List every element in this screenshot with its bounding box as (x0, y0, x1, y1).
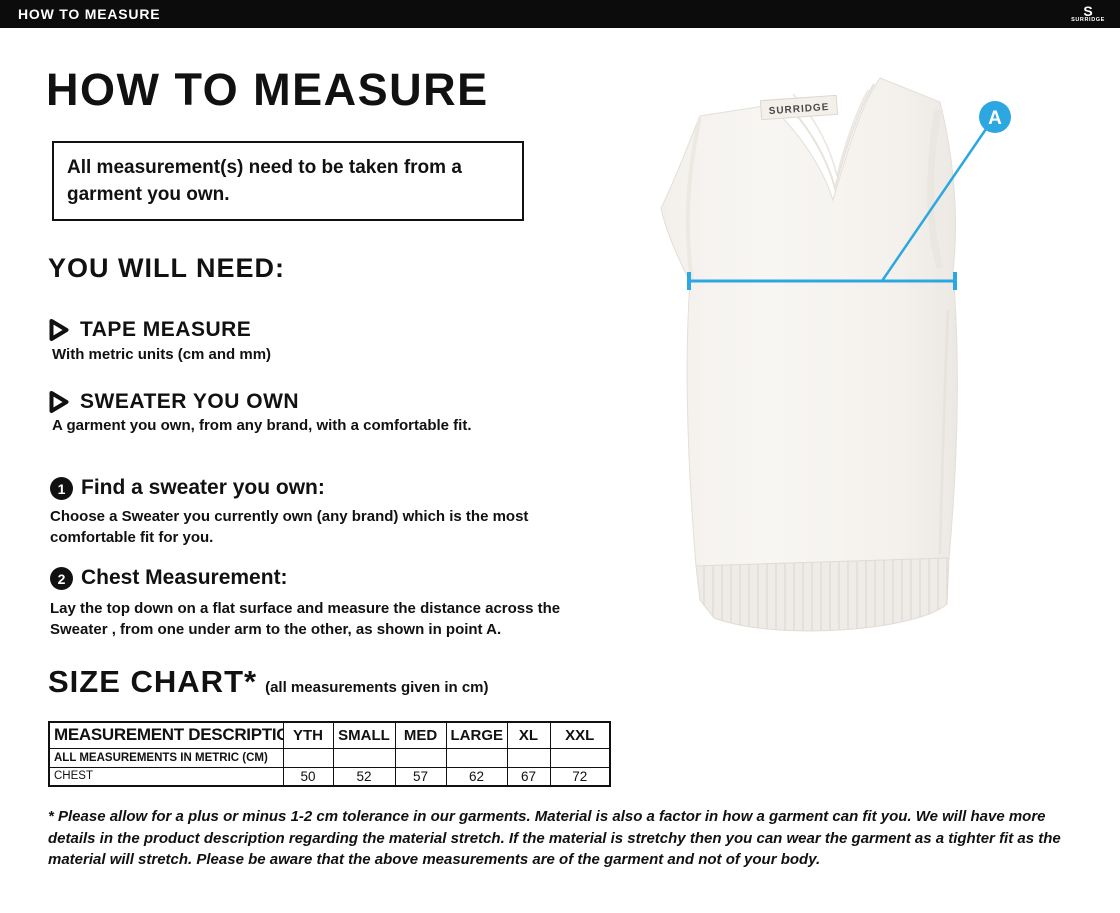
garment-collar (781, 83, 875, 192)
you-will-need-heading: YOU WILL NEED: (48, 253, 286, 283)
step-body: Choose a Sweater you currently own (any … (50, 508, 529, 546)
size-chart-heading: SIZE CHART* (48, 664, 258, 699)
top-bar: HOW TO MEASURE S SURRIDGE (0, 0, 1120, 28)
table-header-cell: MEASUREMENT DESCRIPTION (48, 721, 284, 749)
table-cell (282, 747, 334, 768)
table-header-cell: LARGE (445, 721, 508, 749)
table-cell: 50 (282, 766, 334, 787)
table-cell: 57 (394, 766, 447, 787)
measure-line (687, 128, 988, 290)
table-cell: 52 (332, 766, 396, 787)
need-item-label: TAPE MEASURE (80, 318, 252, 341)
step-body: Lay the top down on a flat surface and m… (50, 600, 561, 638)
size-chart-heading-row: SIZE CHART* (all measurements given in c… (48, 664, 489, 700)
table-cell: 62 (445, 766, 508, 787)
collar-label: SURRIDGE (759, 94, 839, 121)
surridge-s-icon: S (1083, 2, 1093, 19)
step-title: Find a sweater you own: (81, 476, 325, 499)
garment-armhole (927, 109, 944, 269)
table-header-cell: MED (394, 721, 447, 749)
table-header-cell: SMALL (332, 721, 396, 749)
table-cell (549, 747, 611, 768)
top-bar-title: HOW TO MEASURE (18, 6, 161, 22)
table-cell: 72 (549, 766, 611, 787)
need-item-caption: A garment you own, from any brand, with … (52, 417, 472, 434)
garment-hem (695, 557, 950, 632)
step-number-badge: 2 (50, 567, 73, 590)
triangle-bullet-icon (49, 391, 69, 413)
need-item-tape-measure: TAPE MEASURE (48, 318, 251, 342)
surridge-logo-icon: S SURRIDGE (1064, 1, 1112, 27)
need-item-label: SWEATER YOU OWN (80, 390, 300, 413)
table-header-cell: XL (506, 721, 551, 749)
table-cell: ALL MEASUREMENTS IN METRIC (CM) (48, 747, 284, 768)
table-header-cell: XXL (549, 721, 611, 749)
size-chart-table: MEASUREMENT DESCRIPTION YTH SMALL MED LA… (48, 721, 611, 787)
size-chart-subheading: (all measurements given in cm) (265, 679, 489, 696)
step-title: Chest Measurement: (81, 566, 288, 589)
garment-image: SURRIDGE A (660, 77, 1011, 632)
garment-side-seam (938, 309, 950, 555)
table-cell (332, 747, 396, 768)
collar-label-text: SURRIDGE (768, 102, 829, 117)
marker-a-badge: A (979, 101, 1011, 133)
garment-collar-inner (792, 89, 869, 177)
triangle-bullet-icon (49, 319, 69, 341)
table-header-cell: YTH (282, 721, 334, 749)
need-item-caption: With metric units (cm and mm) (52, 346, 272, 363)
table-cell (394, 747, 447, 768)
table-cell (506, 747, 551, 768)
table-cell (445, 747, 508, 768)
table-row: CHEST 50 52 57 62 67 72 (48, 766, 611, 787)
garment-body (660, 77, 958, 567)
step-number-badge: 1 (50, 477, 73, 500)
table-header-row: MEASUREMENT DESCRIPTION YTH SMALL MED LA… (48, 721, 611, 749)
table-row: ALL MEASUREMENTS IN METRIC (CM) (48, 747, 611, 768)
garment-armhole-left (685, 117, 702, 281)
table-cell: CHEST (48, 766, 284, 787)
page-title: HOW TO MEASURE (46, 64, 489, 115)
note-box: All measurement(s) need to be taken from… (52, 141, 524, 221)
need-item-sweater: SWEATER YOU OWN (48, 390, 299, 414)
marker-a-label: A (988, 108, 1002, 129)
footnote: * Please allow for a plus or minus 1-2 c… (48, 808, 1061, 868)
surridge-brand-label: SURRIDGE (1071, 16, 1105, 23)
table-cell: 67 (506, 766, 551, 787)
note-text: All measurement(s) need to be taken from… (67, 157, 462, 205)
